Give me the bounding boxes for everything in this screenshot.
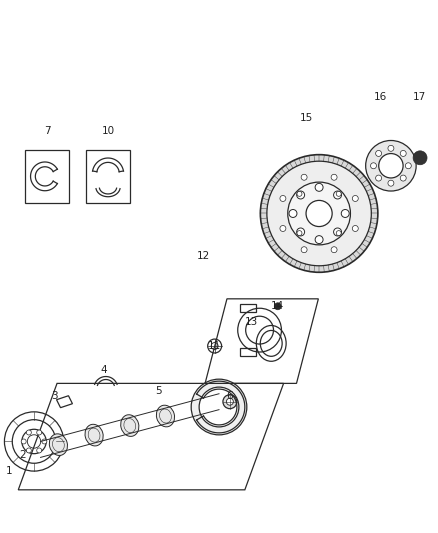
Ellipse shape	[192, 395, 210, 417]
Circle shape	[260, 155, 378, 272]
Text: 16: 16	[374, 92, 387, 102]
Circle shape	[405, 163, 411, 169]
Circle shape	[26, 430, 32, 435]
Ellipse shape	[85, 424, 103, 446]
Circle shape	[306, 200, 332, 227]
Ellipse shape	[156, 405, 175, 427]
Circle shape	[297, 231, 302, 236]
Text: 4: 4	[100, 365, 107, 375]
Circle shape	[336, 191, 341, 196]
Circle shape	[352, 225, 358, 231]
Circle shape	[334, 228, 342, 236]
Circle shape	[274, 303, 281, 310]
Ellipse shape	[121, 415, 139, 437]
Circle shape	[297, 191, 304, 199]
Circle shape	[366, 141, 416, 191]
Circle shape	[297, 228, 304, 236]
Text: 1: 1	[6, 466, 12, 475]
Circle shape	[199, 387, 239, 427]
Circle shape	[388, 146, 394, 151]
Text: 6: 6	[226, 391, 233, 401]
Text: 10: 10	[102, 126, 115, 136]
Text: 15: 15	[300, 113, 313, 123]
Text: 5: 5	[155, 386, 161, 396]
Circle shape	[400, 150, 406, 156]
Circle shape	[37, 448, 42, 453]
Circle shape	[371, 163, 377, 169]
Text: 3: 3	[51, 391, 58, 401]
Circle shape	[280, 225, 286, 231]
Text: 12: 12	[197, 251, 210, 261]
Circle shape	[26, 448, 32, 453]
Circle shape	[400, 175, 406, 181]
Circle shape	[288, 182, 350, 245]
Circle shape	[301, 174, 307, 180]
Ellipse shape	[49, 434, 67, 456]
Circle shape	[413, 151, 427, 165]
Text: 14: 14	[271, 301, 284, 311]
Circle shape	[226, 398, 233, 405]
Circle shape	[376, 175, 381, 181]
Circle shape	[341, 209, 349, 217]
Circle shape	[315, 236, 323, 244]
Circle shape	[223, 395, 237, 409]
Circle shape	[267, 161, 371, 266]
Circle shape	[191, 379, 247, 435]
Text: 13: 13	[245, 317, 258, 327]
Circle shape	[315, 183, 323, 191]
Circle shape	[336, 231, 341, 236]
Circle shape	[37, 430, 42, 435]
Text: 7: 7	[44, 126, 50, 136]
Circle shape	[352, 196, 358, 201]
Circle shape	[280, 196, 286, 201]
Circle shape	[21, 439, 26, 444]
Circle shape	[376, 150, 381, 156]
Circle shape	[42, 439, 47, 444]
Circle shape	[301, 247, 307, 253]
Text: 11: 11	[208, 341, 221, 351]
Circle shape	[388, 180, 394, 186]
Circle shape	[331, 247, 337, 253]
Bar	[86, 150, 130, 203]
Circle shape	[334, 191, 342, 199]
Circle shape	[289, 209, 297, 217]
Circle shape	[297, 191, 302, 196]
Circle shape	[379, 154, 403, 178]
Circle shape	[331, 174, 337, 180]
Text: 17: 17	[413, 92, 426, 102]
Bar	[25, 150, 69, 203]
Text: 2: 2	[19, 450, 25, 460]
